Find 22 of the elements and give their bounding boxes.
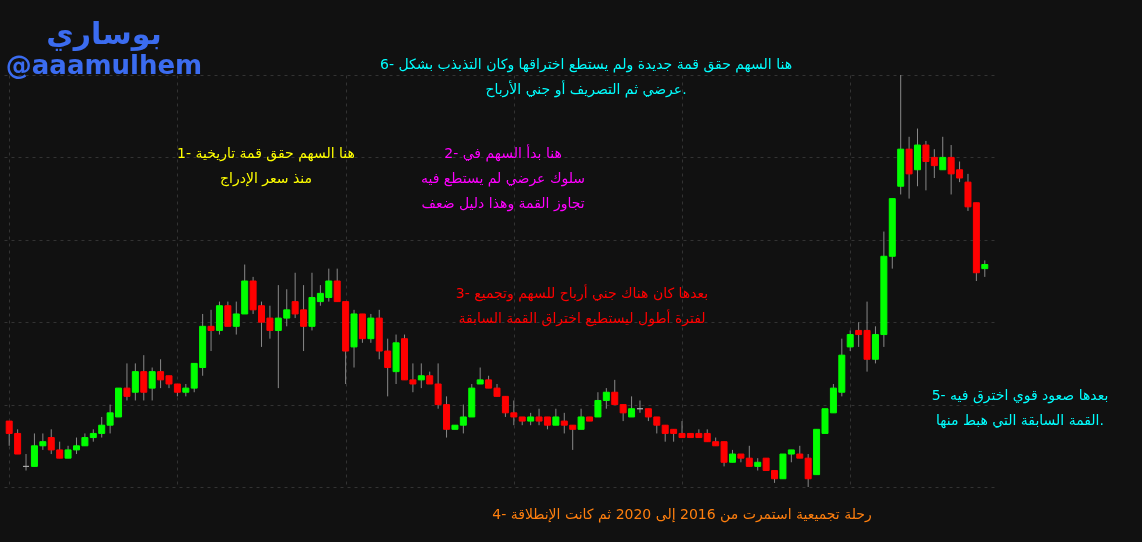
candlestick	[367, 313, 375, 344]
candlestick	[140, 354, 148, 401]
candlestick	[131, 362, 139, 401]
candlestick	[207, 309, 215, 352]
text: 4- رحلة تجميعية استمرت من 2016 إلى 2020 ثم كانت الإنطلاقة	[492, 506, 872, 523]
annotation: 6- هنا السهم حقق قمة جديدة ولم يستطع اختراقها وكان التذبذب بشكل عرضي ثم التصريف أو جني الأرباح.	[379, 56, 793, 98]
annotation: 1- هنا السهم حقق قمة تاريخية منذ سعر الإدراج	[177, 145, 355, 187]
candlestick	[123, 362, 131, 401]
annotation: 3- بعدها كان هناك جني أرباح للسهم وتجميع لفترة أطول ليستطيع اختراق القمة السابقة	[455, 284, 709, 327]
annotation: 2- هنا بدأ السهم في سلوك عرضي لم يستطع فيه تجاوز القمة وهذا دليل ضعف	[420, 144, 586, 212]
annotation: 5- بعدها صعود قوي اخترق فيه القمة السابقة التي هبط منها.	[931, 387, 1109, 429]
candlestick	[148, 367, 156, 401]
candlestick	[224, 301, 232, 327]
candlestick	[804, 453, 812, 488]
candlestick	[611, 379, 619, 406]
candlestick	[846, 329, 854, 352]
candlestick	[577, 408, 585, 430]
annotation: @aaamulhem	[5, 50, 203, 80]
text: بوساري	[46, 16, 162, 51]
candlestick	[417, 362, 425, 389]
candlestick	[939, 136, 947, 171]
candlestick	[628, 395, 636, 418]
